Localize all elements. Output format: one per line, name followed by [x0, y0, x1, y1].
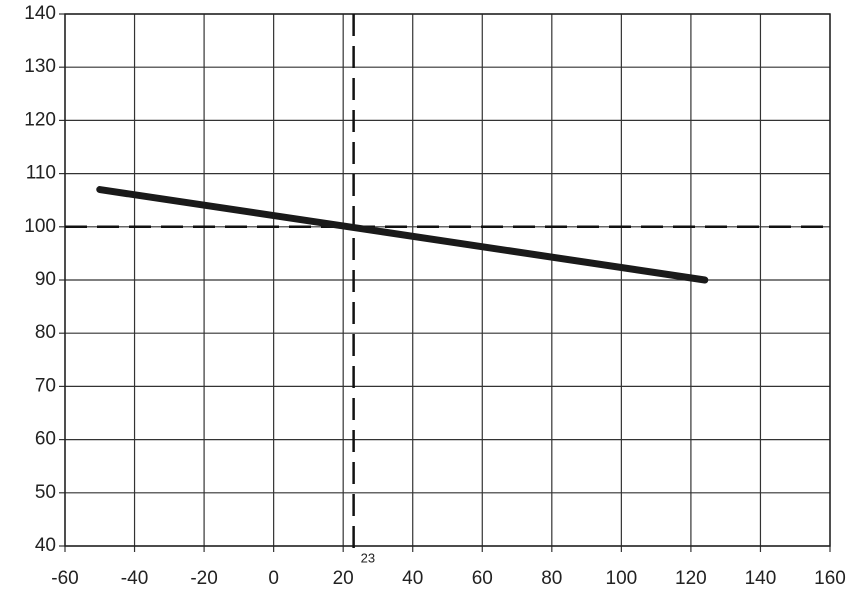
y-tick-label: 60: [35, 429, 56, 450]
y-tick-label: 110: [26, 163, 56, 184]
x-tick-label: -20: [190, 568, 217, 589]
y-tick-label: 90: [35, 269, 56, 290]
x-tick-label: 40: [402, 568, 423, 589]
y-tick-label: 140: [24, 3, 56, 24]
x-tick-label: 60: [472, 568, 493, 589]
x-tick-label: 0: [268, 568, 279, 589]
x-tick-label: 140: [745, 568, 777, 589]
data-line: [96, 186, 709, 284]
x-tick-label: 80: [541, 568, 562, 589]
y-tick-label: 80: [35, 322, 56, 343]
reference-label: 23: [361, 550, 375, 565]
y-tick-label: 100: [24, 216, 56, 237]
x-tick-label: 100: [606, 568, 638, 589]
y-tick-label: 40: [35, 535, 56, 556]
x-tick-label: 20: [333, 568, 354, 589]
x-tick-label: 160: [814, 568, 846, 589]
y-tick-label: 70: [35, 375, 56, 396]
x-tick-label: -60: [51, 568, 78, 589]
plot-frame: [64, 13, 831, 547]
x-tick-label: 120: [675, 568, 707, 589]
y-tick-label: 120: [24, 109, 56, 130]
x-tick-label: -40: [121, 568, 148, 589]
y-tick-label: 50: [35, 482, 56, 503]
y-tick-label: 130: [24, 56, 56, 77]
